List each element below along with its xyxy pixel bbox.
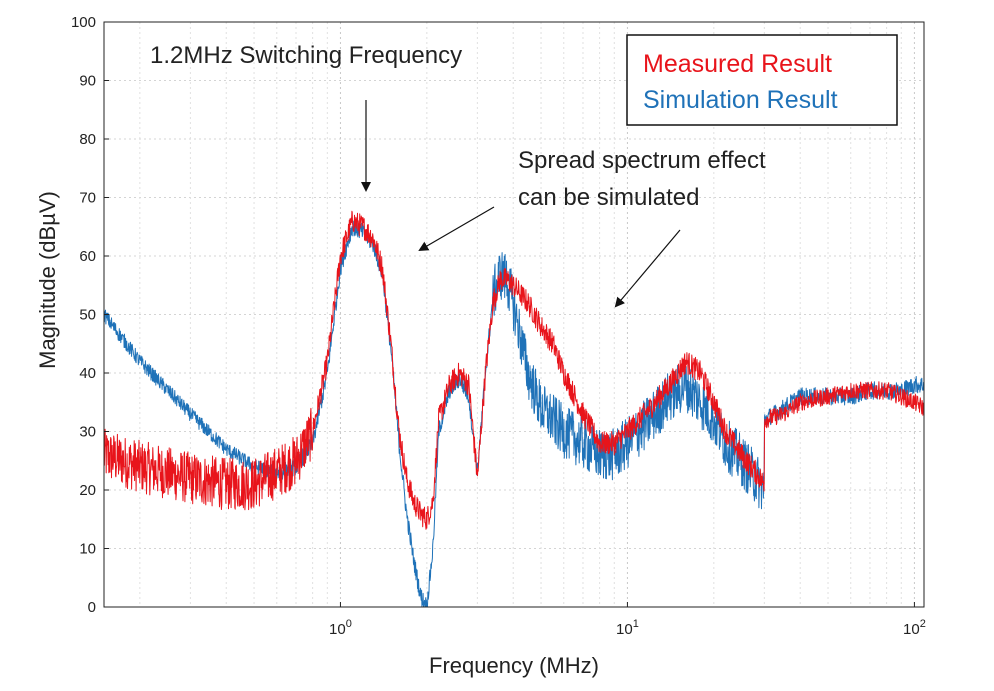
- y-axis-label: Magnitude (dBµV): [35, 191, 60, 369]
- y-tick-labels: 0 10 20 30 40 50 60 70 80 90 100: [71, 14, 109, 616]
- series-layer: [103, 210, 925, 608]
- y-tick-label: 30: [79, 424, 96, 441]
- x-tick-label: 100: [329, 618, 352, 638]
- annotation-switching-frequency: 1.2MHz Switching Frequency: [150, 42, 462, 69]
- arrow-spread-right: [614, 229, 681, 308]
- series-simulation-line: [103, 219, 925, 608]
- y-tick-label: 70: [79, 190, 96, 207]
- legend-measured: Measured Result: [643, 50, 832, 78]
- y-tick-label: 40: [79, 365, 96, 382]
- x-tick-label: 102: [903, 618, 926, 638]
- series-measured-line: [103, 210, 925, 530]
- y-tick-label: 10: [79, 541, 96, 558]
- grid: [104, 21, 924, 608]
- y-tick-label: 20: [79, 482, 96, 499]
- x-axis-label: Frequency (MHz): [429, 653, 599, 678]
- annotation-spread-line-2: can be simulated: [518, 184, 699, 211]
- legend-box: [626, 34, 898, 126]
- y-tick-label: 60: [79, 248, 96, 265]
- annotation-spread-line-1: Spread spectrum effect: [518, 147, 766, 174]
- legend: Measured Result Simulation Result: [626, 34, 898, 126]
- x-tick-label: 101: [616, 618, 639, 638]
- y-tick-label: 50: [79, 307, 96, 324]
- y-tick-label: 80: [79, 131, 96, 148]
- y-tick-label: 100: [71, 14, 96, 31]
- x-tick-labels: 100 101 102: [329, 602, 926, 638]
- arrow-spread-left: [418, 206, 495, 252]
- y-tick-label: 90: [79, 73, 96, 90]
- legend-simulation: Simulation Result: [643, 86, 838, 114]
- y-tick-label: 0: [88, 599, 96, 616]
